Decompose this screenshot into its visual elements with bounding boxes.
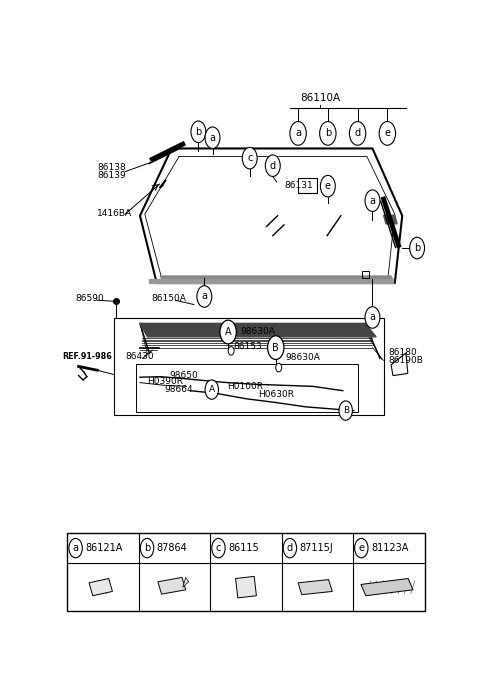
Text: 86139: 86139: [97, 171, 126, 180]
Polygon shape: [89, 579, 112, 596]
Text: 98650: 98650: [170, 371, 199, 380]
Circle shape: [365, 190, 380, 211]
Text: a: a: [370, 312, 375, 322]
Text: a: a: [209, 133, 216, 143]
Polygon shape: [384, 215, 397, 224]
Text: 86110A: 86110A: [300, 93, 340, 103]
Bar: [362, 271, 369, 278]
Text: 86190B: 86190B: [388, 356, 423, 365]
Circle shape: [205, 127, 220, 148]
Polygon shape: [361, 579, 413, 596]
Circle shape: [276, 363, 282, 372]
Text: e: e: [358, 543, 364, 553]
Text: a: a: [201, 291, 207, 301]
Circle shape: [321, 175, 335, 197]
Circle shape: [140, 538, 154, 558]
Polygon shape: [183, 577, 189, 587]
Circle shape: [228, 347, 234, 355]
Polygon shape: [160, 276, 393, 280]
Text: B: B: [272, 343, 279, 352]
Text: d: d: [270, 161, 276, 171]
Bar: [114, 318, 384, 415]
Text: e: e: [325, 181, 331, 191]
Text: a: a: [370, 196, 375, 206]
Polygon shape: [298, 579, 332, 595]
Bar: [67, 533, 424, 612]
Bar: [298, 178, 317, 193]
Text: b: b: [414, 243, 420, 253]
Text: e: e: [384, 129, 390, 138]
Text: 86115: 86115: [228, 543, 259, 553]
Text: 98630A: 98630A: [240, 327, 276, 336]
Circle shape: [205, 380, 218, 399]
Text: 98664: 98664: [164, 385, 193, 394]
Text: b: b: [144, 543, 150, 553]
Text: 87115J: 87115J: [300, 543, 333, 553]
Text: 86138: 86138: [97, 164, 126, 173]
Circle shape: [349, 122, 366, 145]
Text: a: a: [72, 543, 79, 553]
Text: 86153: 86153: [233, 342, 262, 351]
Text: 98630A: 98630A: [285, 353, 320, 362]
Polygon shape: [149, 279, 393, 283]
Text: b: b: [324, 129, 331, 138]
Bar: [136, 363, 358, 412]
Text: 81123A: 81123A: [371, 543, 408, 553]
Text: B: B: [343, 406, 349, 415]
Text: H0630R: H0630R: [258, 391, 294, 399]
Text: a: a: [295, 129, 301, 138]
Text: c: c: [216, 543, 221, 553]
Circle shape: [379, 122, 396, 145]
Circle shape: [283, 538, 297, 558]
Circle shape: [220, 320, 236, 344]
Text: 86430: 86430: [125, 352, 154, 361]
Circle shape: [320, 122, 336, 145]
Polygon shape: [158, 577, 186, 594]
Text: H0100R: H0100R: [227, 382, 263, 391]
Text: REF.91-986: REF.91-986: [62, 352, 112, 361]
Text: H0390R: H0390R: [147, 377, 183, 386]
Text: 86150A: 86150A: [151, 294, 186, 303]
Circle shape: [265, 155, 280, 176]
Circle shape: [365, 307, 380, 329]
Circle shape: [212, 538, 225, 558]
Text: d: d: [355, 129, 360, 138]
Circle shape: [339, 401, 352, 420]
Polygon shape: [236, 577, 256, 598]
Text: 1416BA: 1416BA: [97, 208, 132, 217]
Circle shape: [242, 147, 257, 169]
Text: b: b: [195, 127, 202, 137]
Text: 86121A: 86121A: [85, 543, 123, 553]
Circle shape: [410, 237, 424, 259]
Text: d: d: [287, 543, 293, 553]
Circle shape: [355, 538, 368, 558]
Polygon shape: [140, 324, 376, 337]
Circle shape: [267, 336, 284, 359]
Text: A: A: [209, 385, 215, 394]
Circle shape: [290, 122, 306, 145]
Text: 87864: 87864: [156, 543, 188, 553]
Text: 86590: 86590: [75, 294, 104, 303]
Circle shape: [69, 538, 83, 558]
Text: A: A: [225, 327, 231, 337]
Circle shape: [197, 286, 212, 308]
Circle shape: [191, 121, 206, 143]
Text: c: c: [247, 153, 252, 163]
Text: 86131: 86131: [284, 180, 313, 189]
Text: 86180: 86180: [388, 349, 417, 357]
